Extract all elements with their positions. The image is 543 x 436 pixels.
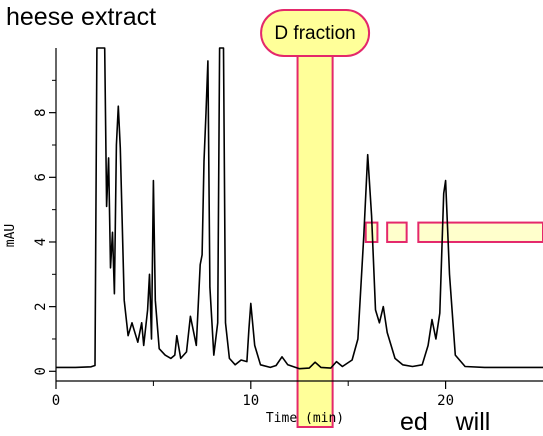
x-tick-label: 0 xyxy=(52,393,60,409)
annotation-labels: D fraction xyxy=(260,9,371,57)
d-fraction-label: D fraction xyxy=(274,23,355,44)
x-axis-label: Time (min) xyxy=(266,411,344,426)
x-tick-label: 10 xyxy=(242,393,259,409)
highlight-layer xyxy=(296,55,543,428)
y-tick-label: 8 xyxy=(33,108,49,116)
highlight-box xyxy=(417,221,543,243)
y-axis-label: mAU xyxy=(3,224,18,247)
d-fraction-band xyxy=(296,55,334,428)
d-fraction-pill xyxy=(260,9,371,57)
chromatogram-trace xyxy=(56,47,543,370)
y-tick-label: 4 xyxy=(33,238,49,246)
y-tick-label: 6 xyxy=(33,173,49,181)
footer-text-fragment: ed will xyxy=(400,408,490,436)
axes: 0 2 4 6 8 0 10 20 Time (min) mAU xyxy=(3,48,543,426)
x-tick-label: 20 xyxy=(437,393,454,409)
highlight-box xyxy=(386,221,408,243)
header-text-fragment: heese extract xyxy=(6,3,156,31)
y-tick-label: 2 xyxy=(33,302,49,310)
y-tick-label: 0 xyxy=(33,367,49,375)
